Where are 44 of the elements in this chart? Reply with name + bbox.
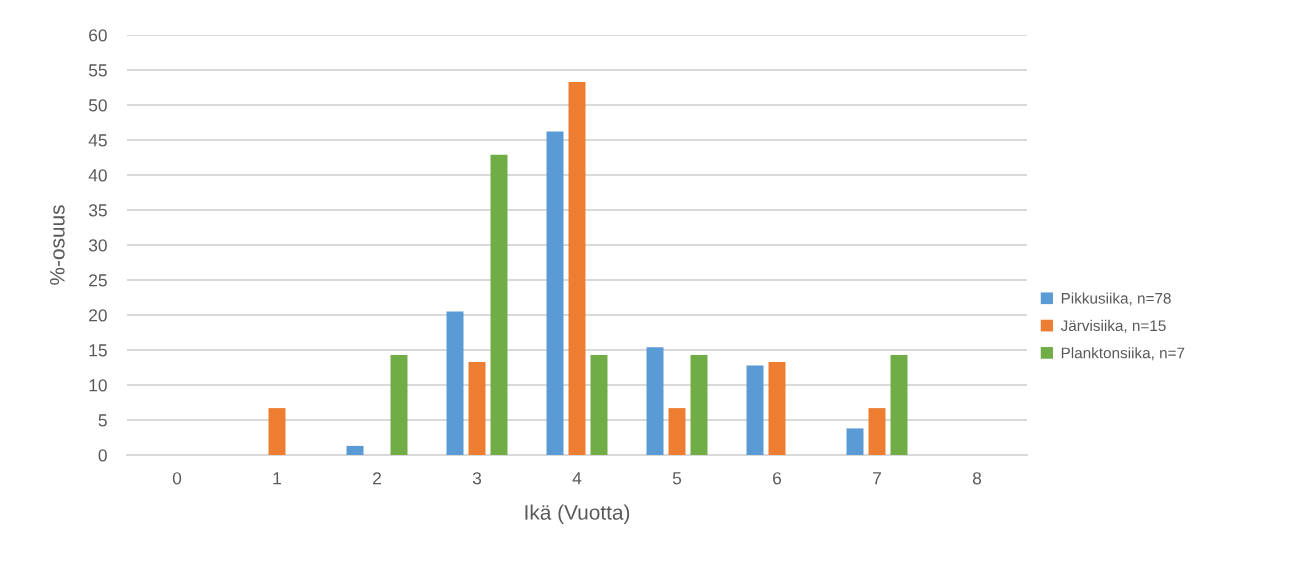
x-axis-title: Ikä (Vuotta): [525, 504, 630, 524]
bar: [746, 365, 764, 455]
x-tick-label: 1: [273, 472, 281, 485]
bar: [668, 408, 686, 455]
y-tick-label: 55: [88, 64, 107, 77]
legend-label: Planktonsiika, n=7: [1061, 347, 1185, 361]
y-tick-label: 50: [88, 99, 107, 112]
bar: [590, 354, 608, 455]
y-tick-label: 15: [89, 344, 107, 357]
y-tick-label: 20: [89, 309, 107, 322]
x-tick-label: 4: [572, 472, 582, 485]
bar: [490, 154, 508, 455]
bar: [446, 311, 464, 455]
bar: [390, 354, 408, 455]
x-tick-label: 8: [972, 472, 982, 485]
y-tick-label: 5: [98, 414, 107, 427]
bar: [346, 445, 364, 455]
bar: [868, 408, 886, 455]
y-axis-title: %-osuus: [50, 205, 65, 285]
bar: [768, 361, 786, 455]
y-tick-label: 0: [98, 449, 107, 462]
y-tick-label: 10: [89, 379, 107, 392]
y-tick-label: 60: [89, 29, 107, 42]
y-tick-label: 40: [88, 169, 107, 182]
x-tick-label: 0: [172, 472, 182, 485]
y-tick-label: 35: [88, 204, 107, 217]
legend-label: Pikkusiika, n=78: [1061, 292, 1171, 306]
x-tick-label: 6: [773, 472, 782, 485]
bar: [568, 81, 586, 455]
x-tick-label: 3: [472, 472, 482, 485]
bar: [846, 428, 864, 455]
x-tick-label: 2: [373, 472, 381, 485]
bar: [268, 408, 286, 455]
y-tick-label: 45: [88, 134, 107, 147]
y-tick-label: 25: [89, 274, 107, 287]
y-tick-label: 30: [88, 239, 107, 252]
bar: [546, 131, 564, 455]
bar: [690, 354, 708, 455]
bar: [646, 347, 664, 455]
bar: [890, 354, 908, 455]
bar: [468, 361, 486, 455]
legend-label: Järvisiika, n=15: [1060, 319, 1166, 333]
x-tick-label: 7: [873, 472, 881, 485]
x-tick-label: 5: [672, 472, 682, 485]
